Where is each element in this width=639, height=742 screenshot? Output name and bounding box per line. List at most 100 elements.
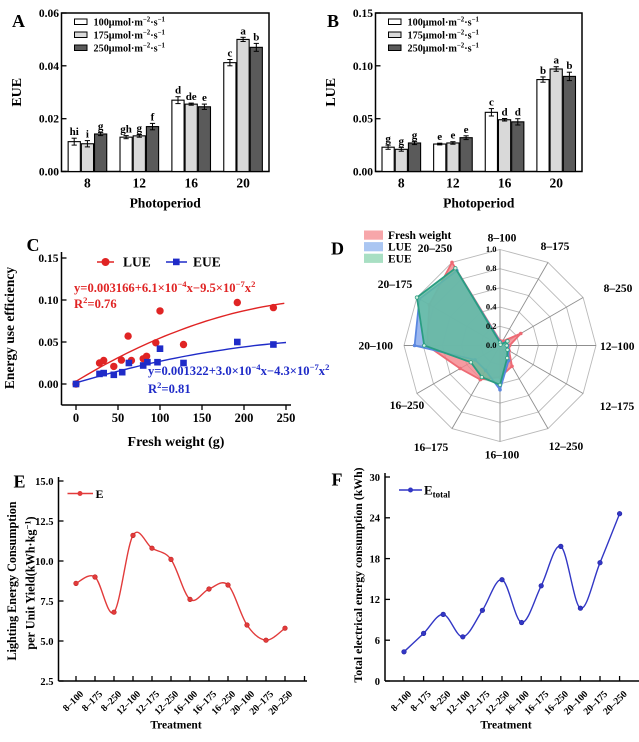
svg-text:e: e <box>450 130 455 142</box>
svg-text:250μmol·m−2·s−1: 250μmol·m−2·s−1 <box>408 43 480 55</box>
svg-text:100μmol·m−2·s−1: 100μmol·m−2·s−1 <box>408 17 480 29</box>
svg-text:EUE: EUE <box>388 253 412 265</box>
svg-text:8: 8 <box>398 176 405 191</box>
svg-text:Lighting Energy Consumption: Lighting Energy Consumption <box>5 501 19 660</box>
svg-text:a: a <box>240 25 246 37</box>
svg-text:0.00: 0.00 <box>38 379 58 391</box>
svg-text:0.8: 0.8 <box>486 263 497 273</box>
svg-text:0.00: 0.00 <box>353 167 373 179</box>
svg-text:0.10: 0.10 <box>353 61 373 73</box>
svg-text:b: b <box>540 65 546 77</box>
svg-text:150: 150 <box>193 411 212 425</box>
svg-text:0.15: 0.15 <box>38 253 58 265</box>
svg-text:0: 0 <box>375 677 380 688</box>
svg-text:7.5: 7.5 <box>40 597 53 608</box>
svg-text:0.05: 0.05 <box>353 114 373 126</box>
svg-text:16: 16 <box>184 176 198 191</box>
svg-text:12: 12 <box>370 595 381 606</box>
svg-text:20–250: 20–250 <box>418 243 453 255</box>
svg-text:C: C <box>27 235 40 255</box>
svg-text:16–100: 16–100 <box>485 450 520 462</box>
svg-text:16–250: 16–250 <box>390 400 425 412</box>
svg-text:g: g <box>399 135 405 147</box>
svg-text:8–250: 8–250 <box>604 283 633 295</box>
svg-text:b: b <box>253 31 259 43</box>
svg-text:g: g <box>137 123 143 135</box>
svg-text:y=0.001322+3.0×10−4x−4.3×10−7x: y=0.001322+3.0×10−4x−4.3×10−7x2 <box>148 362 329 378</box>
svg-text:Total electrical energy consum: Total electrical energy consumption (kWh… <box>351 467 365 682</box>
svg-text:y=0.003166+6.1×10−4x−9.5×10−7x: y=0.003166+6.1×10−4x−9.5×10−7x2 <box>74 279 255 295</box>
svg-text:LUE: LUE <box>324 78 339 107</box>
svg-text:1.0: 1.0 <box>486 244 497 254</box>
svg-text:6: 6 <box>375 636 380 647</box>
svg-text:e: e <box>437 131 442 143</box>
svg-text:12–100: 12–100 <box>600 341 635 353</box>
svg-text:f: f <box>151 111 155 123</box>
svg-text:12: 12 <box>446 176 460 191</box>
svg-text:0.10: 0.10 <box>38 295 58 307</box>
svg-text:0.15: 0.15 <box>353 8 373 20</box>
svg-text:12.5: 12.5 <box>35 517 53 528</box>
svg-text:c: c <box>489 97 494 109</box>
svg-text:Treatment: Treatment <box>480 720 531 732</box>
svg-text:E: E <box>13 472 25 492</box>
svg-text:12: 12 <box>133 176 147 191</box>
svg-text:R2=0.81: R2=0.81 <box>148 380 191 396</box>
svg-text:g: g <box>412 129 418 141</box>
svg-text:8: 8 <box>84 176 91 191</box>
svg-text:D: D <box>331 239 344 259</box>
svg-text:8–175: 8–175 <box>541 241 570 253</box>
svg-text:0.00: 0.00 <box>39 167 59 179</box>
svg-text:24: 24 <box>370 514 381 525</box>
svg-text:0.02: 0.02 <box>39 114 59 126</box>
svg-text:175μmol·m−2·s−1: 175μmol·m−2·s−1 <box>94 30 166 42</box>
svg-text:Photoperiod: Photoperiod <box>443 196 515 211</box>
svg-text:d: d <box>515 107 521 119</box>
svg-text:250μmol·m−2·s−1: 250μmol·m−2·s−1 <box>94 43 166 55</box>
svg-text:Fresh weight (g): Fresh weight (g) <box>128 435 225 450</box>
svg-text:250: 250 <box>277 411 296 425</box>
svg-text:200: 200 <box>235 411 254 425</box>
svg-text:Energy use efficiency: Energy use efficiency <box>2 267 17 389</box>
svg-text:0.6: 0.6 <box>486 282 497 292</box>
svg-text:LUE: LUE <box>123 255 151 270</box>
svg-text:hi: hi <box>70 126 79 138</box>
svg-text:0.04: 0.04 <box>39 61 59 73</box>
svg-text:175μmol·m−2·s−1: 175μmol·m−2·s−1 <box>408 30 480 42</box>
svg-text:0.05: 0.05 <box>38 337 58 349</box>
svg-text:2.5: 2.5 <box>40 677 53 688</box>
svg-text:LUE: LUE <box>388 242 412 254</box>
svg-text:12–250: 12–250 <box>549 441 584 453</box>
svg-text:b: b <box>566 60 572 72</box>
svg-text:0.0: 0.0 <box>486 340 497 350</box>
svg-text:5.0: 5.0 <box>40 637 53 648</box>
svg-text:de: de <box>186 91 197 103</box>
svg-text:c: c <box>227 48 232 60</box>
svg-text:g: g <box>98 120 104 132</box>
svg-text:d: d <box>502 107 508 119</box>
svg-text:R2=0.76: R2=0.76 <box>74 295 117 311</box>
svg-text:a: a <box>553 55 559 67</box>
svg-text:10.0: 10.0 <box>35 557 53 568</box>
svg-text:20–175: 20–175 <box>378 279 413 291</box>
svg-text:100: 100 <box>151 411 170 425</box>
svg-text:16: 16 <box>498 176 512 191</box>
svg-text:e: e <box>202 92 207 104</box>
svg-text:A: A <box>12 11 25 31</box>
svg-text:100μmol·m−2·s−1: 100μmol·m−2·s−1 <box>94 17 166 29</box>
svg-text:g: g <box>385 133 391 145</box>
svg-text:16–175: 16–175 <box>414 442 449 454</box>
svg-text:18: 18 <box>370 554 381 565</box>
svg-text:EUE: EUE <box>193 255 221 270</box>
svg-text:F: F <box>332 470 343 490</box>
svg-text:20: 20 <box>236 176 250 191</box>
svg-text:per Unit Yield(kWh·kg−1): per Unit Yield(kWh·kg−1) <box>22 516 37 649</box>
svg-text:i: i <box>86 129 89 141</box>
svg-text:Treatment: Treatment <box>150 720 201 732</box>
svg-text:30: 30 <box>370 473 381 484</box>
svg-text:20–100: 20–100 <box>359 341 394 353</box>
svg-text:12–175: 12–175 <box>600 401 635 413</box>
svg-text:0: 0 <box>73 411 79 425</box>
svg-text:E: E <box>96 487 104 501</box>
svg-text:0.2: 0.2 <box>486 321 497 331</box>
